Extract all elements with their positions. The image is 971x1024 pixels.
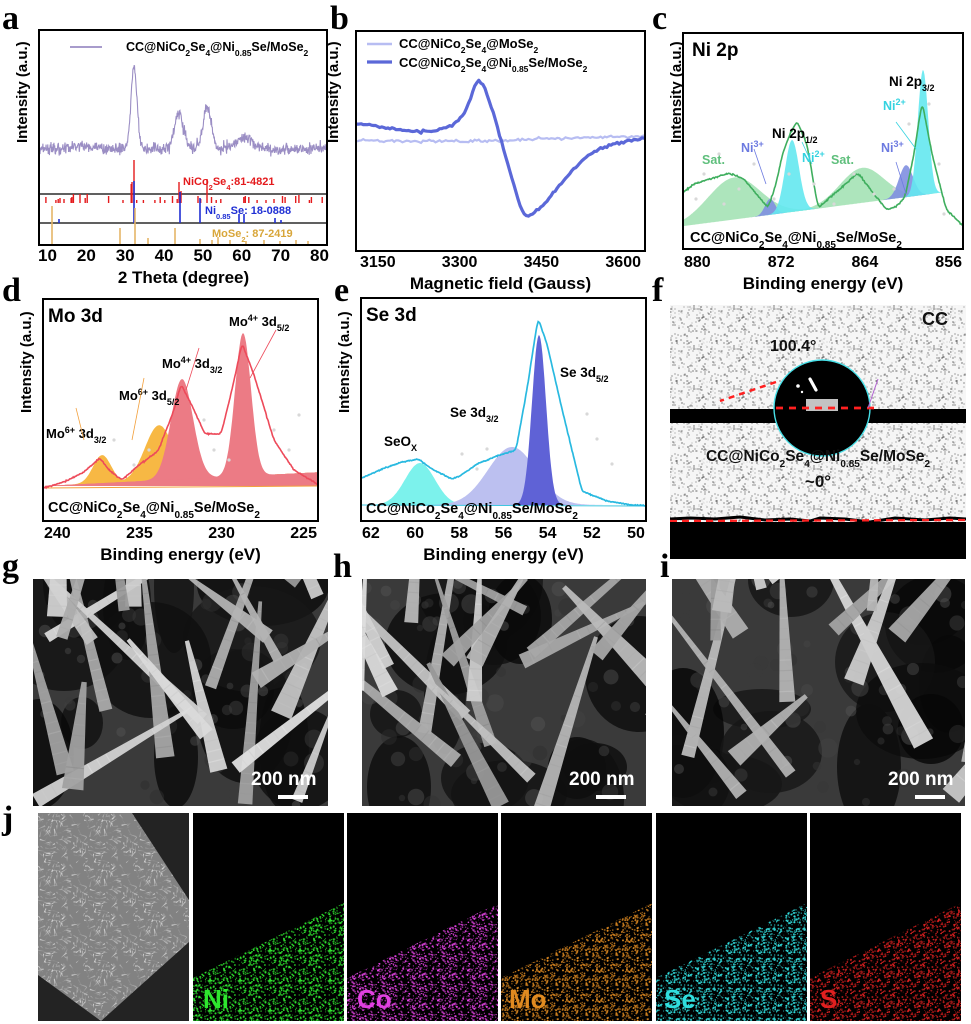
svg-text:100.4°: 100.4° xyxy=(770,338,816,355)
svg-text:S: S xyxy=(820,984,837,1014)
svg-text:200 nm: 200 nm xyxy=(569,769,634,790)
svg-text:Co: Co xyxy=(357,984,392,1014)
svg-text:Ni2+: Ni2+ xyxy=(883,97,906,113)
svg-text:Ni 2p: Ni 2p xyxy=(692,40,738,61)
svg-text:Sat.: Sat. xyxy=(831,153,854,167)
svg-text:CC@NiCo2Se4@Ni0.85Se/MoSe2: CC@NiCo2Se4@Ni0.85Se/MoSe2 xyxy=(690,230,902,250)
svg-text:Ni2+: Ni2+ xyxy=(802,149,825,165)
svg-text:SeOX: SeOX xyxy=(384,434,417,453)
svg-text:Se 3d3/2: Se 3d3/2 xyxy=(450,405,499,424)
svg-text:Se: Se xyxy=(664,984,696,1014)
svg-text:CC@NiCo2Se4@Ni0.85Se/MoSe2: CC@NiCo2Se4@Ni0.85Se/MoSe2 xyxy=(48,500,260,521)
svg-text:Se 3d5/2: Se 3d5/2 xyxy=(560,365,609,384)
svg-text:Ni3+: Ni3+ xyxy=(881,139,904,155)
svg-text:CC@NiCo2Se4@Ni0.85Se/MoSe2: CC@NiCo2Se4@Ni0.85Se/MoSe2 xyxy=(366,501,578,522)
svg-text:Sat.: Sat. xyxy=(702,153,725,167)
svg-text:NiCo2Se4:81-4821: NiCo2Se4:81-4821 xyxy=(183,176,275,192)
svg-text:Mo 3d: Mo 3d xyxy=(48,306,103,327)
svg-text:Mo4+ 3d3/2: Mo4+ 3d3/2 xyxy=(162,355,222,375)
svg-text:~0°: ~0° xyxy=(805,472,831,491)
svg-text:200 nm: 200 nm xyxy=(888,769,953,790)
svg-text:Mo: Mo xyxy=(509,984,547,1014)
svg-text:CC@NiCo2Se4@Ni0.85Se/MoSe2: CC@NiCo2Se4@Ni0.85Se/MoSe2 xyxy=(126,40,309,58)
svg-text:CC@NiCo2Se4@MoSe2: CC@NiCo2Se4@MoSe2 xyxy=(399,36,539,55)
svg-text:Mo6+ 3d5/2: Mo6+ 3d5/2 xyxy=(119,387,179,407)
svg-text:Se 3d: Se 3d xyxy=(366,305,417,326)
svg-text:Ni 2p3/2: Ni 2p3/2 xyxy=(889,74,935,93)
svg-text:Mo6+ 3d3/2: Mo6+ 3d3/2 xyxy=(46,425,106,445)
svg-text:CC: CC xyxy=(922,309,948,329)
svg-text:Ni0.85Se: 18-0888: Ni0.85Se: 18-0888 xyxy=(205,205,291,221)
svg-text:CC@NiCo2Se4@Ni0.85Se/MoSe2: CC@NiCo2Se4@Ni0.85Se/MoSe2 xyxy=(399,55,588,74)
svg-text:200 nm: 200 nm xyxy=(251,769,316,790)
svg-text:Ni 2p1/2: Ni 2p1/2 xyxy=(772,126,818,145)
svg-text:Mo4+ 3d5/2: Mo4+ 3d5/2 xyxy=(229,313,289,333)
svg-text:Ni: Ni xyxy=(203,984,229,1014)
svg-text:Ni3+: Ni3+ xyxy=(741,139,764,155)
